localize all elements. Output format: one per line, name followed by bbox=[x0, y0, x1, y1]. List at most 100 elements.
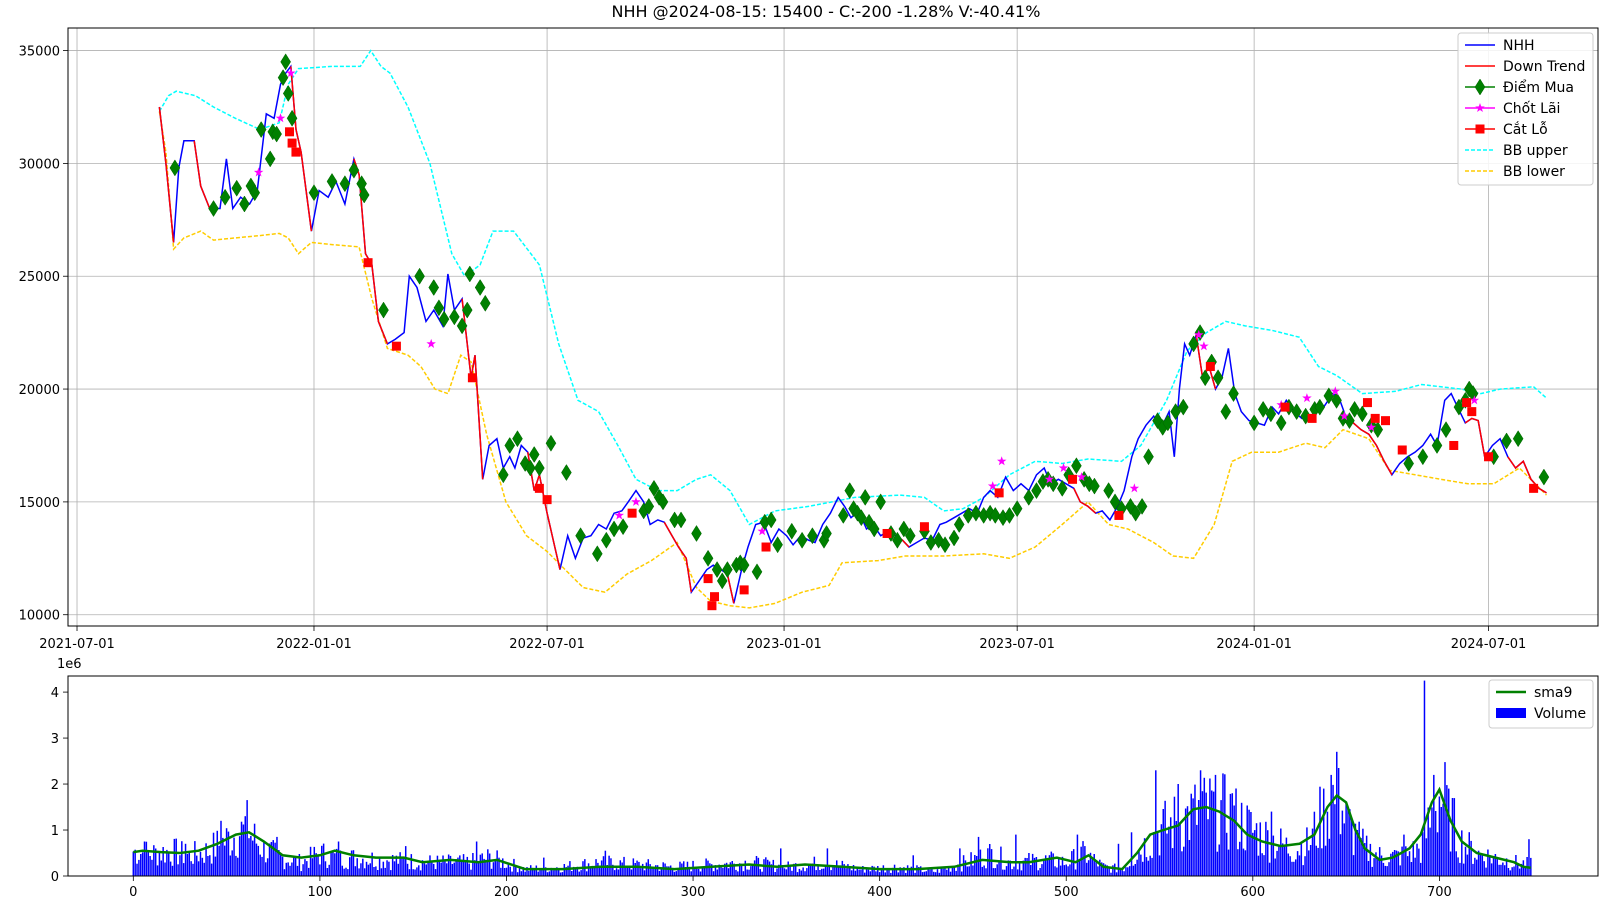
volume-bar bbox=[182, 863, 185, 876]
volume-bar bbox=[151, 859, 153, 876]
volume-y-tick-label: 1 bbox=[51, 824, 59, 839]
buy-point-marker bbox=[948, 529, 960, 547]
stop-loss-marker bbox=[1068, 474, 1078, 484]
volume-bar bbox=[1037, 870, 1039, 876]
volume-bar bbox=[1500, 864, 1502, 876]
volume-bar bbox=[205, 843, 207, 876]
volume-bar bbox=[1035, 857, 1038, 876]
buy-point-marker bbox=[1136, 497, 1148, 515]
volume-bar bbox=[1117, 843, 1120, 876]
volume-bar bbox=[731, 861, 733, 876]
take-profit-marker bbox=[275, 113, 286, 123]
volume-bar bbox=[837, 865, 840, 876]
volume-bar bbox=[457, 857, 459, 876]
volume-bar bbox=[714, 865, 717, 876]
volume-bar bbox=[332, 851, 334, 876]
volume-bar bbox=[703, 867, 705, 876]
volume-bar bbox=[1211, 790, 1213, 876]
stop-loss-marker bbox=[287, 138, 297, 148]
volume-bar bbox=[356, 858, 358, 876]
volume-bar bbox=[955, 870, 957, 876]
legend-label: BB upper bbox=[1503, 143, 1568, 159]
volume-bar bbox=[707, 860, 709, 876]
stop-loss-marker bbox=[882, 528, 892, 538]
volume-bar bbox=[1097, 866, 1099, 876]
volume-bar bbox=[1373, 858, 1375, 876]
buy-point-marker bbox=[414, 267, 425, 285]
volume-bar bbox=[1043, 860, 1045, 876]
volume-bar bbox=[231, 850, 233, 876]
volume-bar bbox=[1507, 868, 1510, 876]
down-trend-segment bbox=[461, 298, 484, 480]
stop-loss-marker bbox=[1484, 452, 1494, 462]
take-profit-marker bbox=[997, 456, 1007, 466]
volume-bar bbox=[772, 859, 775, 876]
volume-bar bbox=[1147, 860, 1150, 876]
volume-bar bbox=[740, 863, 743, 876]
volume-bar bbox=[253, 823, 256, 876]
buy-point-marker bbox=[255, 121, 267, 139]
buy-point-marker bbox=[691, 525, 702, 542]
buy-point-marker bbox=[464, 265, 476, 283]
volume-bar bbox=[468, 863, 470, 876]
volume-bar bbox=[1141, 861, 1144, 876]
volume-bar bbox=[432, 863, 435, 876]
volume-bar bbox=[401, 856, 403, 876]
volume-bar bbox=[1225, 832, 1228, 876]
volume-bar bbox=[944, 867, 946, 876]
x-tick-label: 2023-07-01 bbox=[979, 637, 1055, 652]
volume-bar bbox=[1005, 866, 1008, 876]
buy-point-marker bbox=[838, 506, 849, 524]
legend-swatch-marker bbox=[1474, 78, 1486, 96]
volume-y-tick-label: 4 bbox=[51, 686, 59, 701]
volume-bar bbox=[696, 869, 698, 876]
volume-bar bbox=[1080, 846, 1082, 876]
volume-bar bbox=[1244, 850, 1247, 876]
volume-bar bbox=[903, 867, 905, 876]
buy-point-marker bbox=[1143, 448, 1154, 466]
volume-bar bbox=[890, 872, 892, 876]
volume-bar bbox=[1067, 866, 1069, 876]
volume-bar bbox=[1239, 841, 1241, 876]
volume-bar bbox=[222, 837, 224, 876]
stop-loss-marker bbox=[1397, 445, 1407, 455]
buy-point-marker bbox=[534, 459, 545, 477]
volume-bar bbox=[1356, 830, 1359, 876]
volume-bar bbox=[878, 872, 881, 876]
volume-bar bbox=[1421, 832, 1424, 876]
buy-point-marker bbox=[1349, 400, 1360, 418]
volume-bar bbox=[470, 869, 472, 876]
legend-label: Volume bbox=[1534, 706, 1586, 722]
volume-bar bbox=[759, 869, 761, 876]
buy-point-marker bbox=[1071, 457, 1082, 475]
take-profit-marker bbox=[1330, 386, 1340, 396]
volume-bar bbox=[1276, 850, 1278, 876]
volume-bar bbox=[1444, 762, 1446, 876]
volume-bar bbox=[597, 862, 599, 876]
volume-bar bbox=[877, 866, 879, 876]
volume-bar bbox=[1429, 827, 1431, 876]
volume-bar bbox=[1173, 796, 1176, 876]
buy-point-marker bbox=[1109, 493, 1121, 511]
volume-bar bbox=[824, 865, 827, 876]
buy-point-marker bbox=[1023, 488, 1035, 506]
volume-x-tick-label: 100 bbox=[307, 885, 332, 900]
buy-point-marker bbox=[1188, 335, 1199, 353]
volume-bar bbox=[804, 871, 806, 876]
volume-bar bbox=[897, 872, 900, 876]
volume-bar bbox=[690, 871, 692, 876]
volume-bar bbox=[263, 840, 265, 876]
volume-bar bbox=[384, 867, 386, 876]
buy-point-marker bbox=[1275, 414, 1287, 432]
volume-bar bbox=[744, 860, 747, 876]
volume-bar bbox=[1078, 861, 1081, 876]
volume-bar bbox=[1341, 810, 1344, 876]
buy-point-marker bbox=[271, 125, 282, 143]
take-profit-marker bbox=[1044, 474, 1055, 484]
volume-bar bbox=[270, 842, 273, 876]
volume-bar bbox=[1442, 803, 1444, 876]
volume-bar bbox=[1024, 857, 1026, 876]
volume-bar bbox=[1132, 865, 1135, 876]
volume-bar bbox=[1496, 857, 1498, 876]
buy-point-marker bbox=[479, 294, 491, 312]
